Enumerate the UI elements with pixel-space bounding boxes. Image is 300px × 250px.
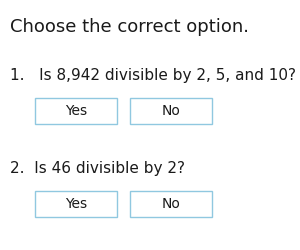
FancyBboxPatch shape bbox=[130, 98, 212, 124]
Text: No: No bbox=[162, 104, 180, 118]
Text: Yes: Yes bbox=[65, 197, 87, 211]
Text: No: No bbox=[162, 197, 180, 211]
FancyBboxPatch shape bbox=[35, 98, 117, 124]
Text: Choose the correct option.: Choose the correct option. bbox=[10, 18, 249, 36]
Text: Yes: Yes bbox=[65, 104, 87, 118]
FancyBboxPatch shape bbox=[130, 191, 212, 217]
FancyBboxPatch shape bbox=[35, 191, 117, 217]
Text: 2.  Is 46 divisible by 2?: 2. Is 46 divisible by 2? bbox=[10, 161, 185, 176]
Text: 1.   Is 8,942 divisible by 2, 5, and 10?: 1. Is 8,942 divisible by 2, 5, and 10? bbox=[10, 68, 296, 83]
